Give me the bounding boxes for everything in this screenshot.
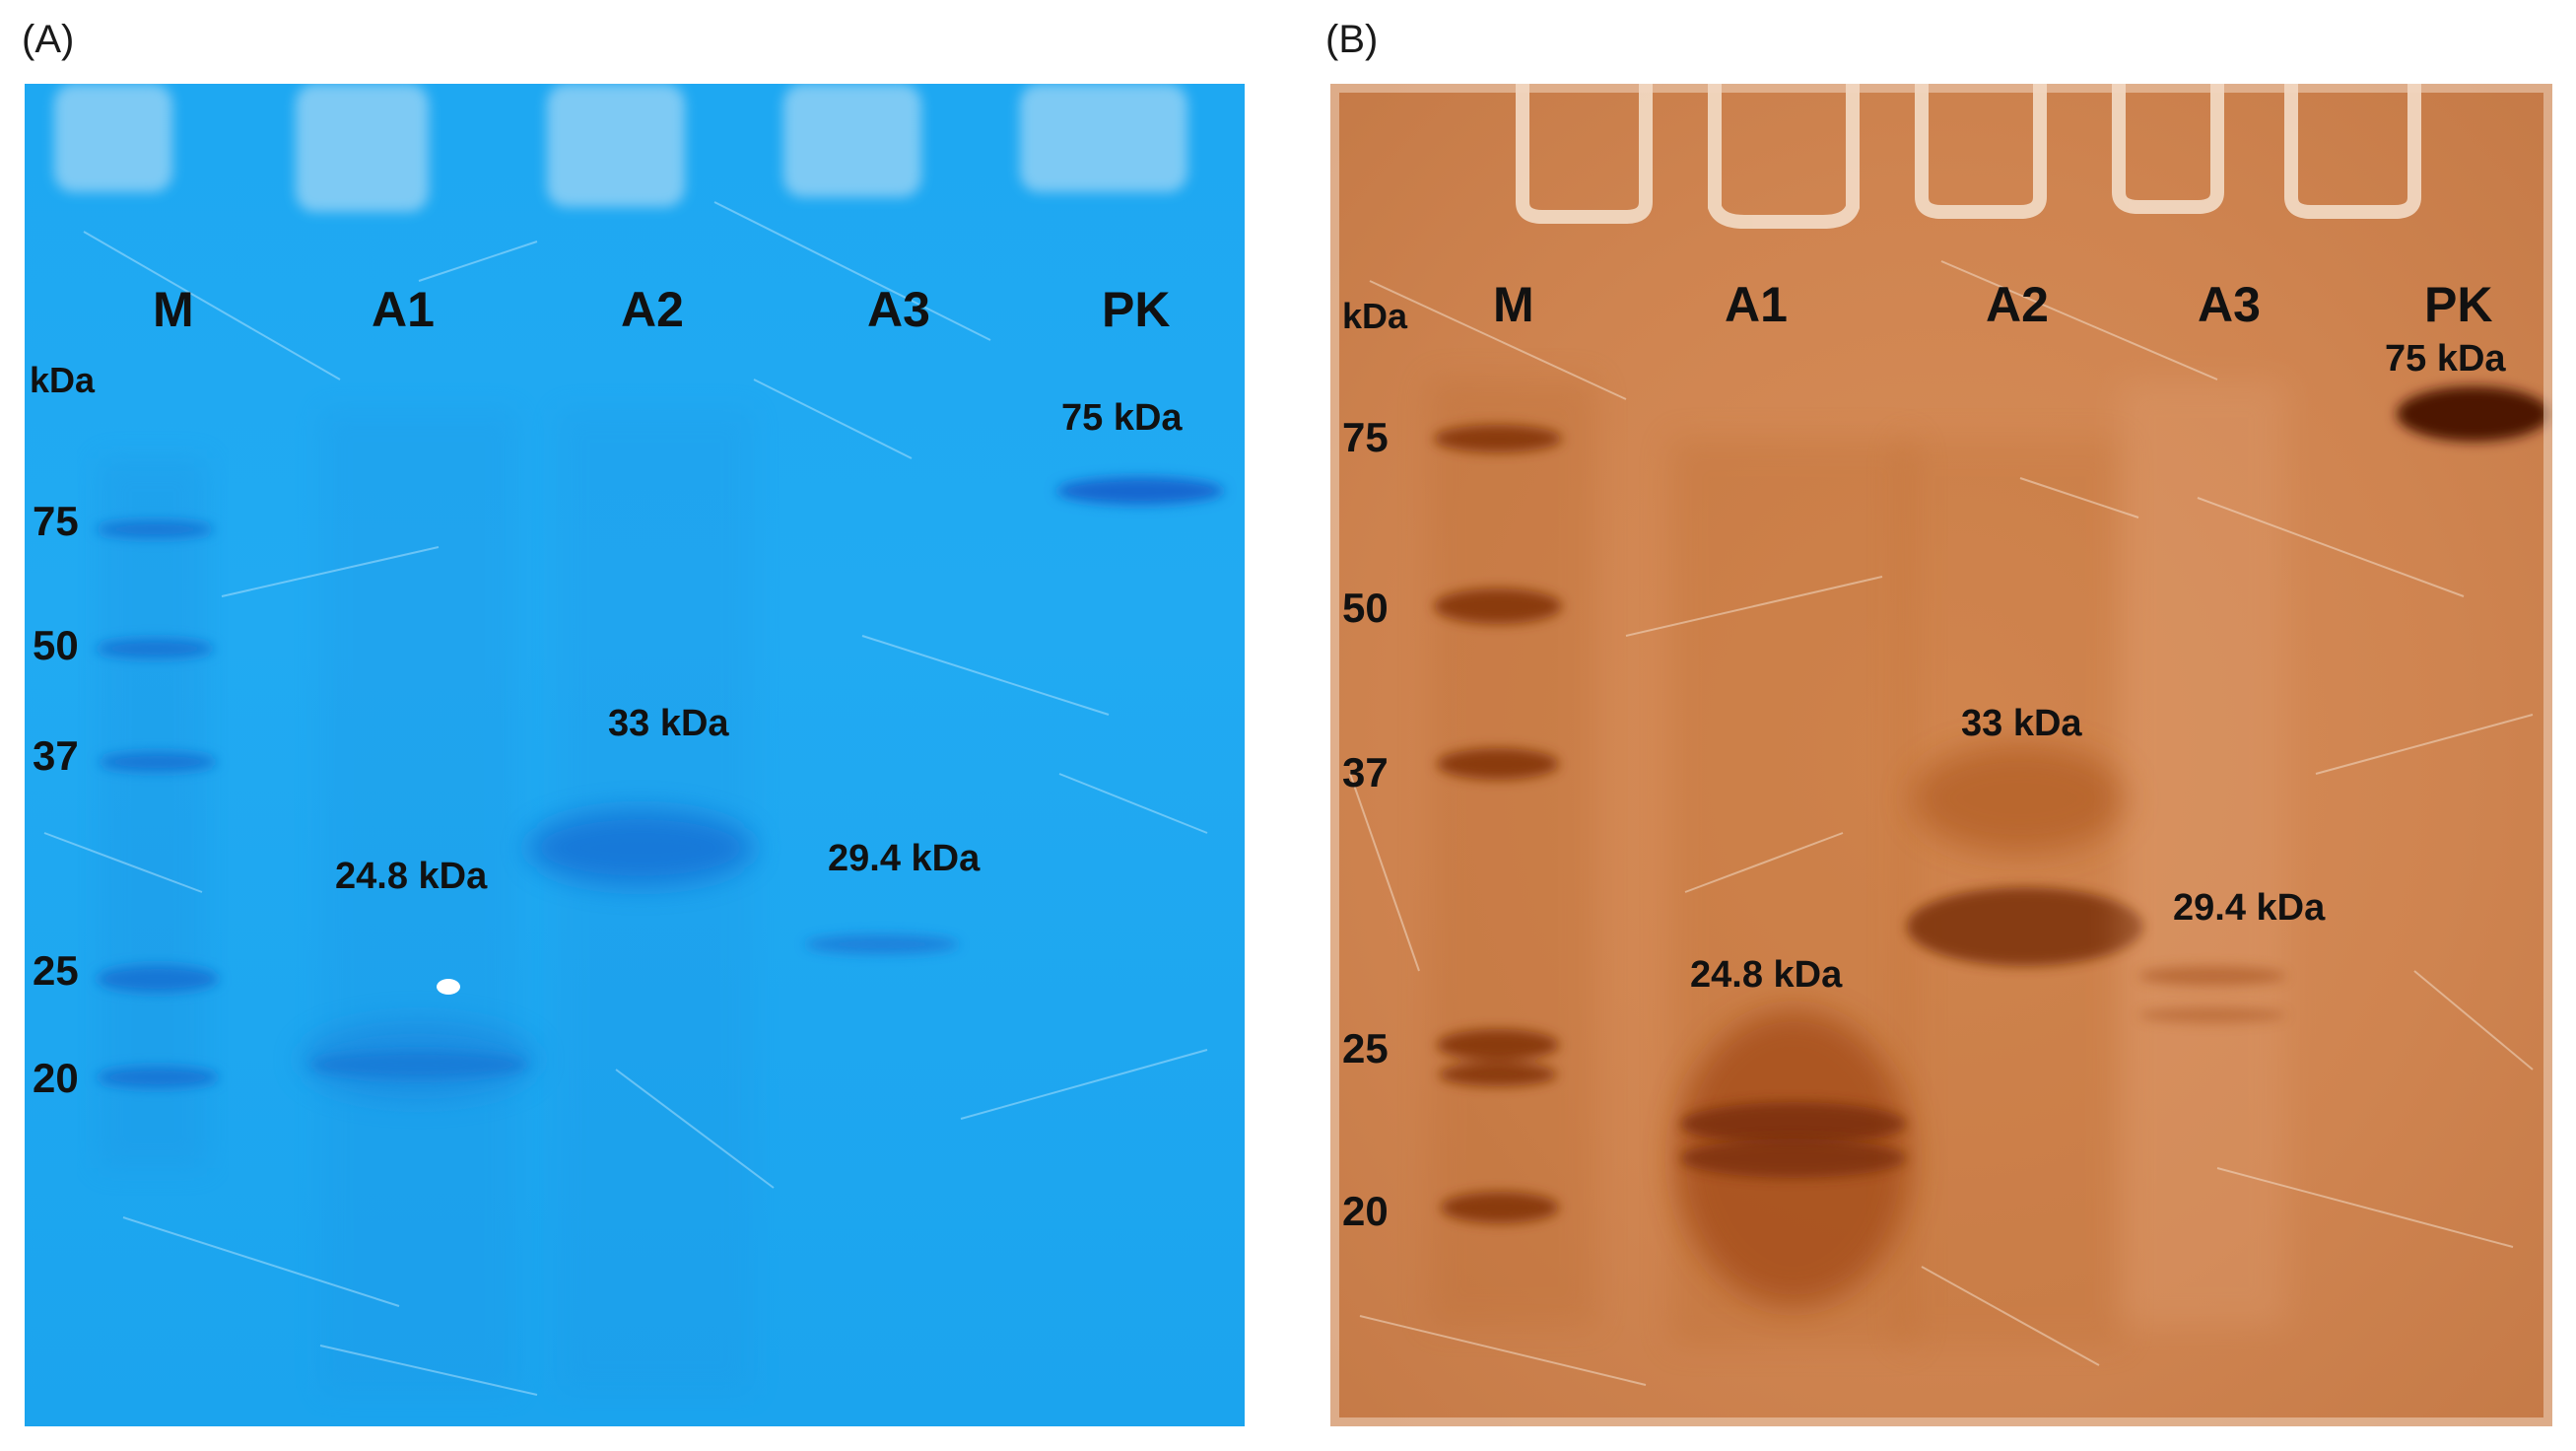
lane-label-a2: A2 [1986,277,2049,332]
lane-label-a1: A1 [1725,277,1788,332]
gel-image-a: M A1 A2 A3 PK kDa 75 50 37 25 20 75 kDa … [25,84,1245,1426]
band-label-a3: 29.4 kDa [828,838,981,879]
kda-unit-label: kDa [1342,296,1408,336]
lane-label-a2: A2 [621,282,684,337]
marker-value-37: 37 [33,732,79,779]
marker-value-25: 25 [33,947,79,994]
lane-label-pk: PK [2424,277,2493,332]
band-label-a2: 33 kDa [608,703,729,744]
panel-a-letter: (A) [22,18,75,61]
lane-label-a1: A1 [372,282,435,337]
band-label-a3: 29.4 kDa [2173,887,2326,929]
marker-value-50: 50 [1342,585,1389,631]
gel-image-b: M A1 A2 A3 PK kDa 75 50 37 25 20 75 kDa … [1330,84,2552,1426]
marker-value-50: 50 [33,622,79,668]
lane-label-a3: A3 [867,282,930,337]
panel-b-letter: (B) [1325,18,1379,61]
band-label-pk: 75 kDa [2385,338,2506,380]
marker-value-25: 25 [1342,1025,1389,1071]
band-label-a2: 33 kDa [1961,703,2082,744]
gel-a-bands [43,84,1224,1396]
marker-value-20: 20 [1342,1188,1389,1234]
marker-value-20: 20 [33,1055,79,1101]
lane-label-pk: PK [1102,282,1171,337]
marker-value-75: 75 [33,498,79,544]
kda-unit-label: kDa [30,360,96,400]
lane-label-a3: A3 [2198,277,2261,332]
band-label-pk: 75 kDa [1061,397,1183,439]
band-label-a1: 24.8 kDa [1690,954,1843,996]
band-label-a1: 24.8 kDa [335,856,488,897]
marker-value-37: 37 [1342,749,1389,795]
gel-b-bands [1330,84,2552,1426]
marker-value-75: 75 [1342,414,1389,460]
lane-label-m: M [1493,277,1534,332]
lane-label-m: M [153,282,194,337]
